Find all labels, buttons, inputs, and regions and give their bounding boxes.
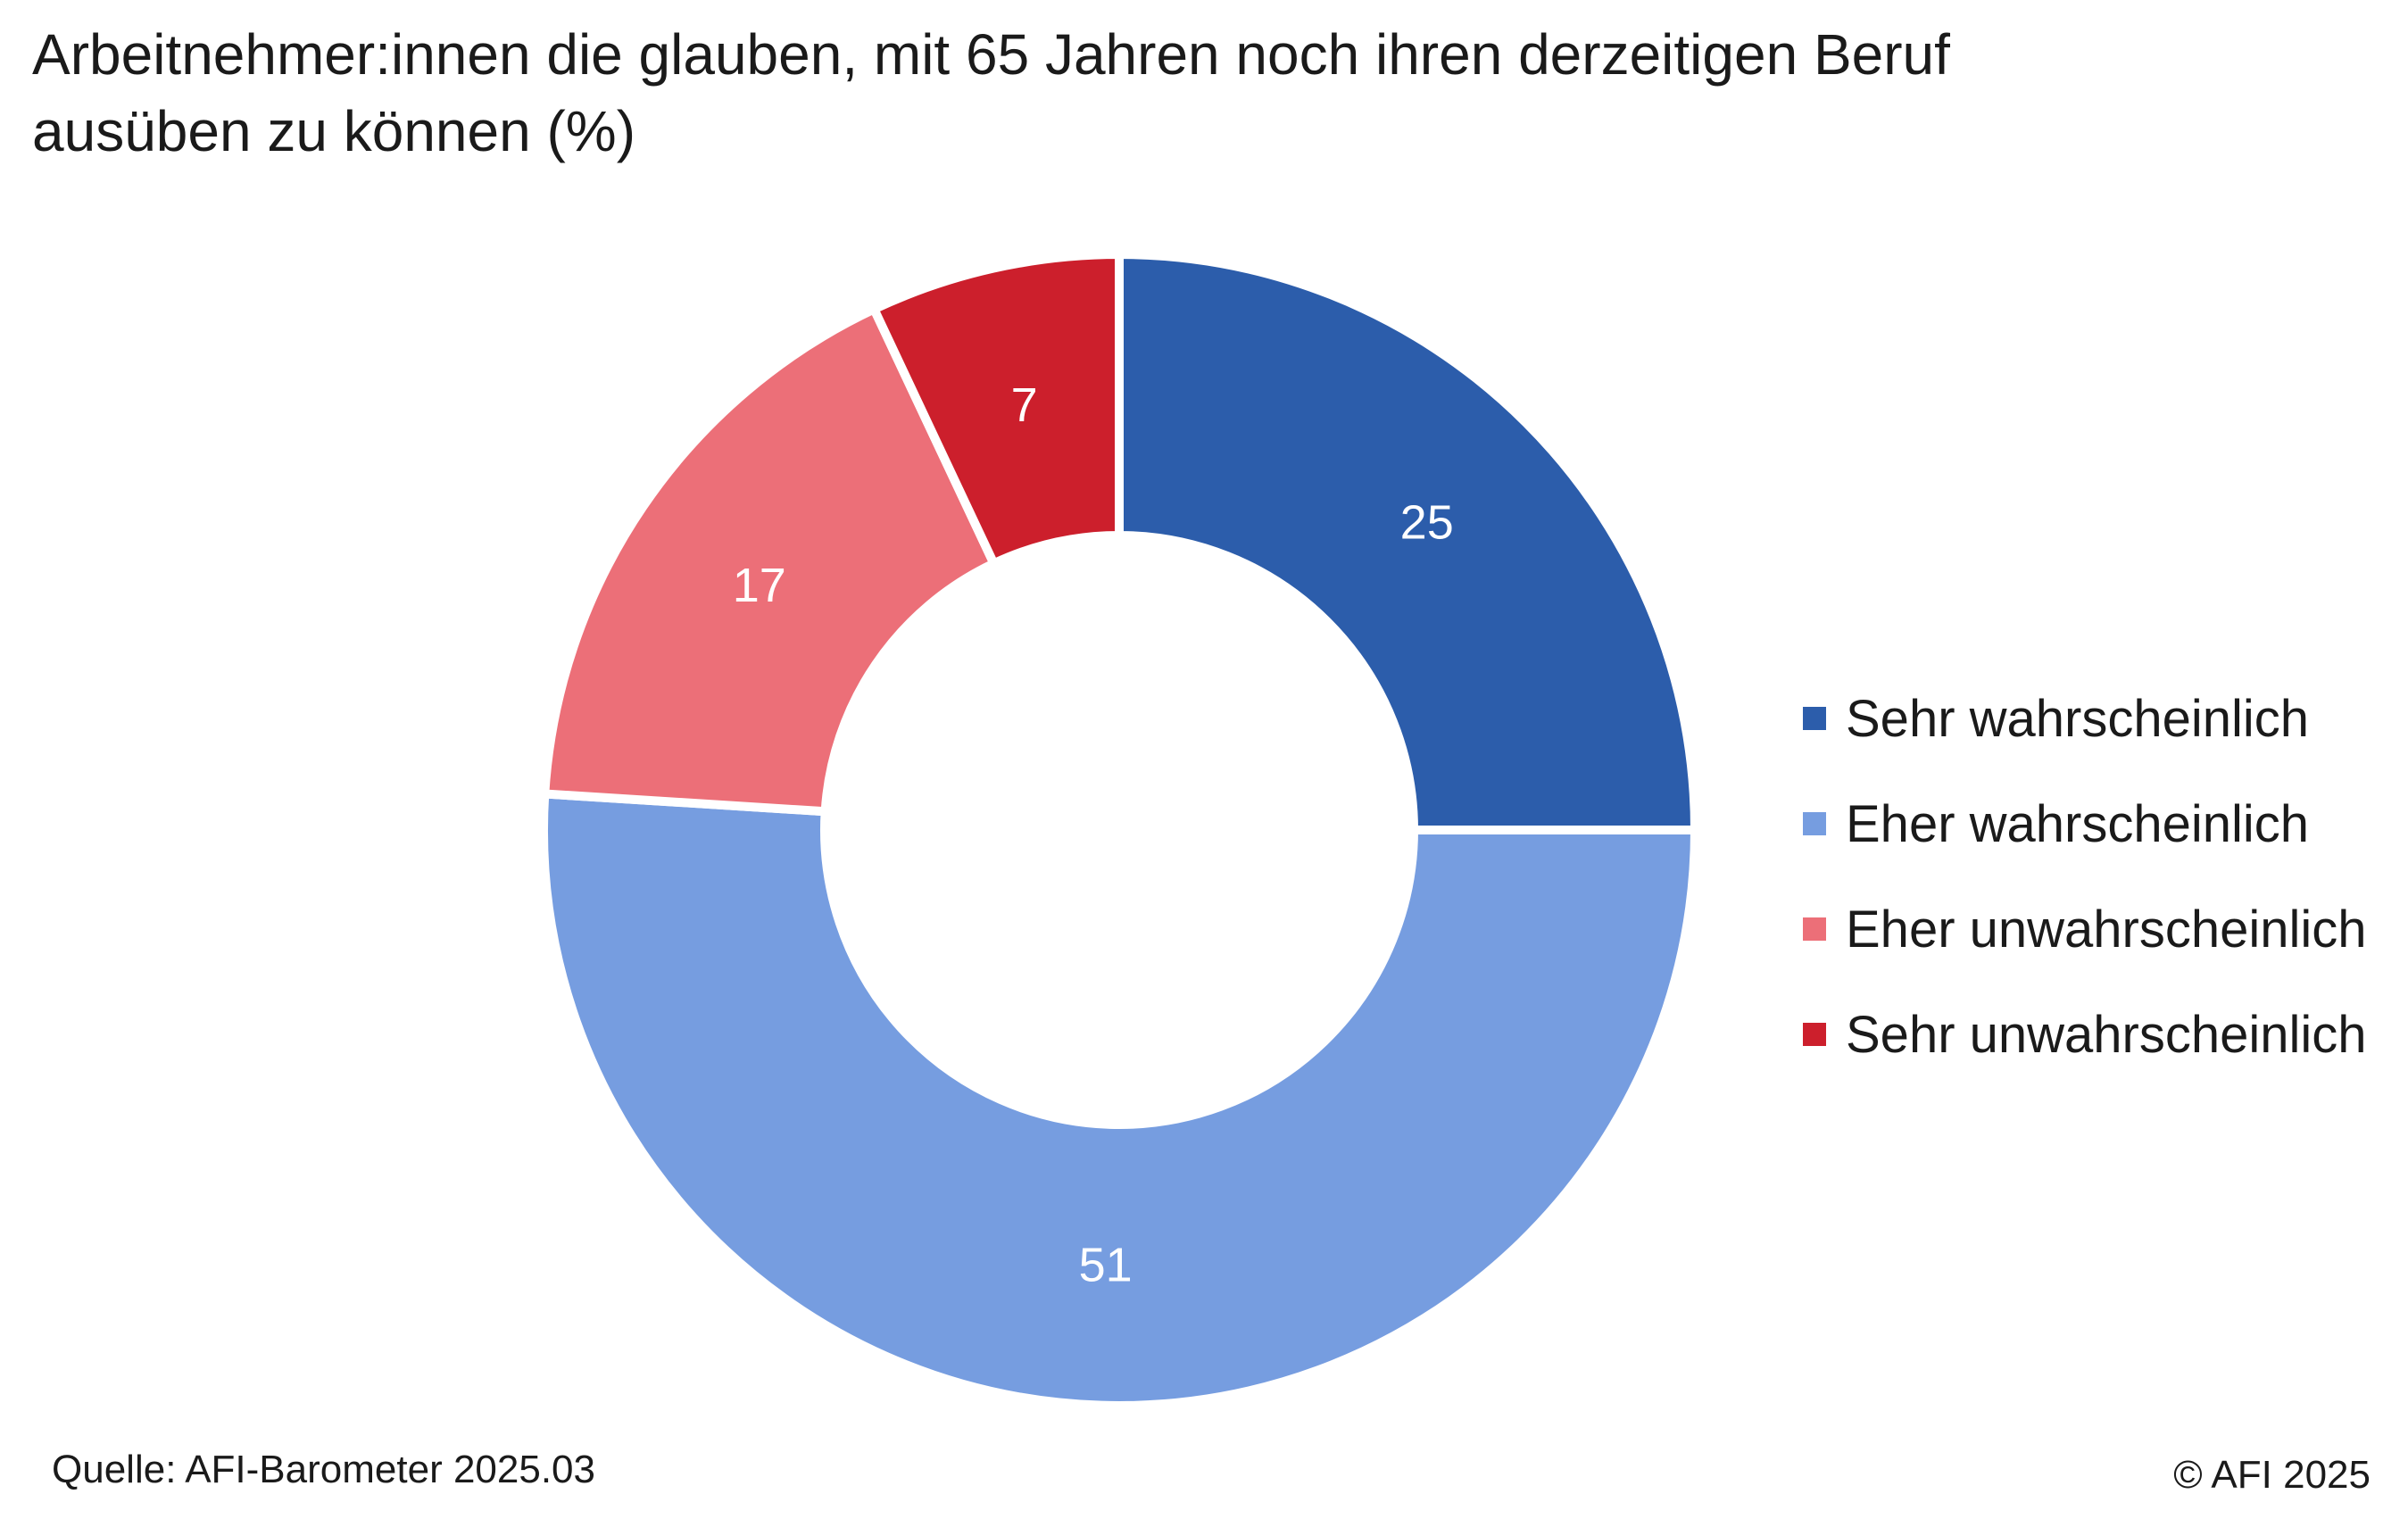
data-label: 7 <box>1011 378 1038 432</box>
legend-item: Sehr unwahrscheinlich <box>1803 982 2367 1087</box>
legend-item: Eher wahrscheinlich <box>1803 771 2367 876</box>
legend-label: Sehr wahrscheinlich <box>1846 689 2310 748</box>
donut-slices <box>539 249 1700 1411</box>
copyright-note: © AFI 2025 <box>2173 1453 2371 1497</box>
donut-data-labels: 25 51 17 7 <box>733 378 1454 1291</box>
legend-label: Eher unwahrscheinlich <box>1846 900 2367 959</box>
legend-swatch <box>1803 1023 1826 1046</box>
legend-item: Sehr wahrscheinlich <box>1803 666 2367 771</box>
chart-title: Arbeitnehmer:innen die glauben, mit 65 J… <box>32 22 1950 163</box>
source-note: Quelle: AFI-Barometer 2025.03 <box>52 1448 595 1491</box>
legend-item: Eher unwahrscheinlich <box>1803 876 2367 982</box>
legend-label: Eher wahrscheinlich <box>1846 794 2310 853</box>
data-label: 25 <box>1400 495 1454 549</box>
chart-legend: Sehr wahrscheinlich Eher wahrscheinlich … <box>1803 666 2367 1087</box>
legend-label: Sehr unwahrscheinlich <box>1846 1005 2367 1064</box>
donut-slice <box>868 249 1124 570</box>
donut-slice <box>539 789 1700 1411</box>
legend-swatch <box>1803 812 1826 835</box>
data-label: 17 <box>733 559 786 612</box>
legend-swatch <box>1803 707 1826 730</box>
donut-slice <box>539 303 1001 817</box>
legend-swatch <box>1803 917 1826 941</box>
donut-slice <box>1115 249 1700 834</box>
data-label: 51 <box>1079 1238 1133 1291</box>
